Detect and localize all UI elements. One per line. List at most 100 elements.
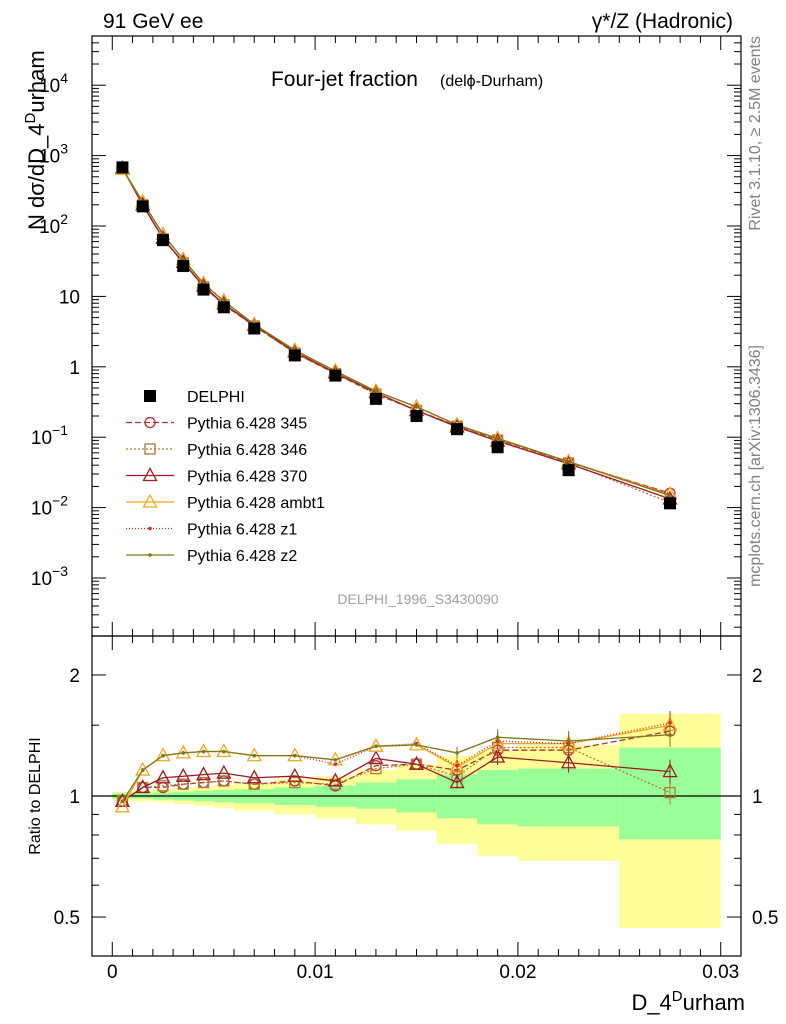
point-delphi: [451, 423, 464, 436]
legend: DELPHI Pythia 6.428 345 Pythia 6.428 346 Py…: [126, 389, 325, 565]
ratio-y-tick-label: 1: [69, 787, 80, 808]
main-frame: [91, 35, 742, 637]
point-delphi: [562, 464, 575, 477]
ratio-point-pythia-6-428-346: [289, 776, 301, 789]
legend-label-pythia-6-428-z2: Pythia 6.428 z2: [187, 548, 297, 565]
x-axis-label: D_4Durham: [631, 988, 745, 1015]
ratio-series: [114, 710, 678, 813]
ratio-point-pythia-6-428-ambt1: [216, 743, 232, 758]
ratio-point-pythia-6-428-z1: [455, 763, 459, 768]
header-left: 91 GeV ee: [103, 10, 203, 33]
point-delphi: [410, 410, 423, 423]
chart-title-sub: (delϕ-Durham): [440, 73, 543, 90]
legend-marker-pythia-6-428-ambt1: [142, 493, 158, 508]
ratio-point-pythia-6-428-z2: [455, 751, 459, 755]
ratio-point-pythia-6-428-370: [327, 772, 343, 787]
ratio-panel: 2 2 1 1 0.5 0.5 0 0.01 0.02 0.03 Ratio to DELPHI: [27, 635, 779, 983]
ratio-point-pythia-6-428-346: [177, 778, 189, 790]
ratio-y-tick-label: 0.5: [54, 908, 80, 929]
legend-label-delphi: DELPHI: [187, 389, 245, 406]
ratio-point-pythia-6-428-ambt1: [408, 736, 425, 751]
chart-title: Four-jet fraction: [271, 68, 418, 91]
ratio-point-pythia-6-428-370: [287, 767, 303, 782]
legend-label-pythia-6-428-345: Pythia 6.428 345: [187, 416, 307, 433]
ratio-point-pythia-6-428-ambt1: [114, 798, 131, 813]
ratio-point-pythia-6-428-z2: [161, 753, 165, 758]
main-x-ticks: [111, 36, 722, 636]
legend-marker-pythia-6-428-346: [144, 443, 156, 455]
ratio-y-ticks: 2 2 1 1 0.5 0.5: [54, 666, 779, 929]
watermark: DELPHI_1996_S3430090: [337, 591, 498, 607]
main-y-tick-label: 10−1: [31, 422, 68, 449]
point-delphi: [329, 369, 342, 382]
ratio-point-pythia-6-428-z2: [414, 743, 419, 747]
point-delphi: [369, 392, 382, 405]
main-y-tick-label: 1: [69, 358, 80, 379]
main-y-label: N dσ/dD_4Durham: [22, 50, 49, 230]
ratio-point-pythia-6-428-z2: [140, 768, 145, 772]
point-pythia-6-428-z2: [374, 389, 378, 394]
ratio-point-pythia-6-428-z2: [293, 753, 297, 758]
ratio-line-pythia-6-428-346: [122, 746, 671, 802]
ratio-y-label: Ratio to DELPHI: [27, 737, 44, 854]
ratio-point-pythia-6-428-370: [216, 764, 232, 779]
ratio-point-pythia-6-428-370: [449, 774, 465, 789]
legend-label-pythia-6-428-z1: Pythia 6.428 z1: [187, 522, 297, 539]
point-delphi: [664, 497, 677, 510]
ratio-x-ticks: 0 0.01 0.02 0.03: [107, 636, 739, 983]
ratio-point-pythia-6-428-370: [195, 766, 212, 781]
ratio-point-pythia-6-428-ambt1: [449, 758, 465, 773]
ratio-y-tick-label-right: 2: [752, 666, 763, 687]
ratio-point-pythia-6-428-z2: [668, 732, 672, 737]
ratio-point-pythia-6-428-ambt1: [195, 743, 212, 758]
ratio-point-pythia-6-428-z2: [120, 799, 125, 804]
legend-marker-delphi: [144, 390, 156, 402]
ratio-band-green: [517, 768, 620, 827]
ratio-point-pythia-6-428-346: [664, 786, 676, 799]
ratio-point-pythia-6-428-z1: [333, 762, 338, 766]
point-delphi: [116, 161, 129, 174]
rivet-label: Rivet 3.1.10, ≥ 2.5M events: [747, 36, 764, 231]
mcplots-label: mcplots.cern.ch [arXiv:1306.3436]: [747, 345, 764, 587]
ratio-line-pythia-6-428-370: [122, 756, 671, 802]
x-tick-label: 0.02: [499, 962, 536, 983]
x-tick-label: 0.03: [702, 962, 739, 983]
ratio-band-green: [477, 770, 518, 825]
ratio-point-pythia-6-428-370: [246, 769, 262, 784]
main-y-tick-label: 103: [39, 141, 68, 168]
ratio-point-pythia-6-428-370: [408, 755, 425, 770]
ratio-point-pythia-6-428-370: [175, 767, 191, 782]
ratio-point-pythia-6-428-z2: [252, 753, 257, 758]
x-tick-label: 0: [107, 962, 118, 983]
main-y-tick-label: 104: [39, 70, 68, 97]
main-y-tick-label: 10−3: [31, 563, 68, 590]
legend-marker-pythia-6-428-z1: [148, 526, 152, 531]
ratio-point-pythia-6-428-370: [135, 779, 151, 794]
x-tick-label: 0.01: [297, 962, 334, 983]
ratio-point-pythia-6-428-ambt1: [287, 747, 303, 762]
ratio-point-pythia-6-428-z2: [201, 749, 206, 754]
point-delphi: [288, 349, 301, 362]
ratio-point-pythia-6-428-370: [490, 748, 506, 763]
ratio-y-tick-label-right: 0.5: [752, 908, 778, 929]
point-delphi: [217, 301, 230, 314]
ratio-point-pythia-6-428-370: [155, 769, 171, 784]
ratio-point-pythia-6-428-z2: [181, 751, 186, 755]
point-pythia-6-428-z2: [414, 405, 419, 409]
ratio-point-pythia-6-428-ambt1: [368, 737, 384, 752]
ratio-point-pythia-6-428-346: [218, 775, 230, 787]
legend-label-pythia-6-428-346: Pythia 6.428 346: [187, 442, 307, 459]
ratio-point-pythia-6-428-370: [561, 754, 577, 769]
point-delphi: [156, 234, 169, 247]
legend-marker-pythia-6-428-345: [144, 416, 156, 429]
main-y-tick-label: 10−2: [31, 493, 68, 520]
ratio-point-pythia-6-428-z2: [566, 739, 571, 743]
point-delphi: [136, 200, 149, 213]
ratio-point-pythia-6-428-346: [248, 778, 260, 790]
point-delphi: [177, 260, 190, 273]
ratio-point-pythia-6-428-370: [368, 750, 384, 765]
ratio-point-pythia-6-428-z2: [495, 735, 500, 740]
ratio-point-pythia-6-428-z2: [222, 749, 226, 754]
